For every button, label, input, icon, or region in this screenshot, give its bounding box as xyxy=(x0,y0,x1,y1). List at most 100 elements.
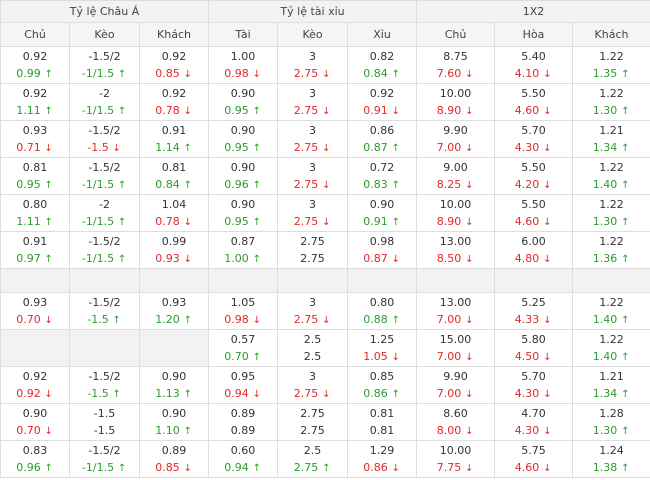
odds-cell: -2 -1/1.5 ↑ xyxy=(69,83,140,121)
live-value: 0.88 xyxy=(363,313,388,326)
live-value: 1.11 xyxy=(16,215,41,228)
column-header: Chủ xyxy=(416,22,496,47)
opening-odds: 0.80 xyxy=(349,294,416,311)
live-value: -1/1.5 xyxy=(81,67,115,80)
trend-arrow: ↓ xyxy=(543,217,552,228)
opening-value: -1.5/2 xyxy=(88,235,121,248)
live-odds: 2.5 xyxy=(279,348,347,365)
live-odds: -1/1.5 ↑ xyxy=(71,65,139,82)
opening-odds: 5.70 xyxy=(496,368,572,385)
opening-value: 0.93 xyxy=(161,296,187,309)
opening-odds: 0.57 xyxy=(210,331,277,348)
live-value: 0.95 xyxy=(224,104,249,117)
opening-value: 8.60 xyxy=(443,407,468,420)
opening-value: 1.05 xyxy=(230,296,256,309)
odds-cell: 0.91 0.97 ↑ xyxy=(0,231,70,269)
odds-cell: 5.70 4.30 ↓ xyxy=(494,120,574,158)
opening-odds: 9.00 xyxy=(418,159,494,176)
trend-arrow: ↑ xyxy=(322,463,331,474)
opening-odds: 1.24 xyxy=(574,442,650,459)
opening-value: 0.95 xyxy=(230,370,256,383)
trend-arrow: ↑ xyxy=(117,180,127,191)
opening-value: 1.04 xyxy=(161,198,187,211)
trend-arrow: ↑ xyxy=(44,217,53,228)
opening-odds: 1.22 xyxy=(574,48,650,65)
odds-cell: 0.85 0.86 ↑ xyxy=(347,366,418,404)
opening-odds: 5.25 xyxy=(496,294,572,311)
opening-odds: 0.92 xyxy=(2,48,69,65)
trend-arrow: ↓ xyxy=(183,217,192,228)
trend-arrow: ↑ xyxy=(183,426,192,437)
odds-cell: 1.00 0.98 ↓ xyxy=(208,46,279,84)
live-odds: 8.00 ↓ xyxy=(418,422,494,439)
odds-cell: 2.5 2.5 xyxy=(277,329,349,367)
live-value: 0.98 xyxy=(224,313,249,326)
opening-odds: 5.70 xyxy=(496,122,572,139)
odds-cell: 1.22 1.30 ↑ xyxy=(572,194,650,232)
live-value: 0.93 xyxy=(155,252,180,265)
opening-value: 0.93 xyxy=(22,124,48,137)
opening-value: 0.81 xyxy=(369,407,395,420)
opening-odds: 13.00 xyxy=(418,233,494,250)
odds-cell: 0.92 0.91 ↓ xyxy=(347,83,418,121)
live-value: 7.00 xyxy=(436,387,462,400)
odds-cell: 0.92 1.11 ↑ xyxy=(0,83,70,121)
trend-arrow: ↓ xyxy=(465,352,474,363)
opening-value: 2.5 xyxy=(303,333,322,346)
odds-cell: 1.21 1.34 ↑ xyxy=(572,366,650,404)
odds-cell: 1.22 1.30 ↑ xyxy=(572,83,650,121)
live-odds: 0.94 ↓ xyxy=(210,385,277,402)
trend-arrow: ↓ xyxy=(322,180,331,191)
opening-odds: 8.75 xyxy=(418,48,494,65)
trend-arrow: ↑ xyxy=(621,352,630,363)
live-odds: 1.34 ↑ xyxy=(574,139,650,156)
trend-arrow: ↓ xyxy=(391,106,400,117)
odds-cell: 0.83 0.96 ↑ xyxy=(0,440,70,478)
opening-value: 1.29 xyxy=(369,444,395,457)
opening-value: 0.90 xyxy=(230,161,256,174)
live-odds: 1.38 ↑ xyxy=(574,459,650,476)
live-odds: 0.84 ↑ xyxy=(349,65,416,82)
odds-cell: 3 2.75 ↓ xyxy=(277,83,349,121)
live-value: 1.10 xyxy=(155,424,180,437)
odds-cell xyxy=(0,329,70,367)
odds-cell: 9.00 8.25 ↓ xyxy=(416,157,496,195)
trend-arrow: ↑ xyxy=(183,315,192,326)
opening-value: 0.92 xyxy=(161,87,187,100)
live-odds: 4.33 ↓ xyxy=(496,311,572,328)
live-value: 1.34 xyxy=(592,387,618,400)
opening-odds: 0.99 xyxy=(141,233,208,250)
opening-value: 5.75 xyxy=(521,444,546,457)
opening-value: 3 xyxy=(309,87,317,100)
live-value: 0.95 xyxy=(16,178,41,191)
live-odds: -1/1.5 ↑ xyxy=(71,102,139,119)
odds-cell: 5.50 4.20 ↓ xyxy=(494,157,574,195)
live-odds: 4.30 ↓ xyxy=(496,385,572,402)
live-value: 2.5 xyxy=(303,350,322,363)
live-odds: -1/1.5 ↑ xyxy=(71,250,139,267)
opening-odds: 10.00 xyxy=(418,85,494,102)
live-value: 2.75 xyxy=(293,67,319,80)
opening-odds: 1.25 xyxy=(349,331,416,348)
live-odds: 0.95 ↑ xyxy=(210,102,277,119)
table-body: 0.92 0.99 ↑ -1.5/2 -1/1.5 ↑ 0.92 0.85 ↓ 1.00 0.98 ↓… xyxy=(0,46,650,478)
live-odds: 1.40 ↑ xyxy=(574,176,650,193)
odds-cell: 3 2.75 ↓ xyxy=(277,46,349,84)
odds-cell: 5.50 4.60 ↓ xyxy=(494,83,574,121)
opening-value: 8.75 xyxy=(443,50,468,63)
live-value: 7.00 xyxy=(436,350,462,363)
empty-cell xyxy=(69,268,140,293)
trend-arrow: ↓ xyxy=(44,426,53,437)
empty-cell xyxy=(416,268,496,293)
trend-arrow: ↓ xyxy=(183,254,192,265)
trend-arrow: ↑ xyxy=(621,254,630,265)
live-odds: 0.91 ↓ xyxy=(349,102,416,119)
opening-odds: -1.5/2 xyxy=(71,294,139,311)
odds-cell: 3 2.75 ↓ xyxy=(277,120,349,158)
opening-odds: 1.22 xyxy=(574,159,650,176)
live-odds: 4.80 ↓ xyxy=(496,250,572,267)
trend-arrow: ↓ xyxy=(543,254,552,265)
live-value: 0.85 xyxy=(155,67,180,80)
opening-odds: 0.91 xyxy=(141,122,208,139)
